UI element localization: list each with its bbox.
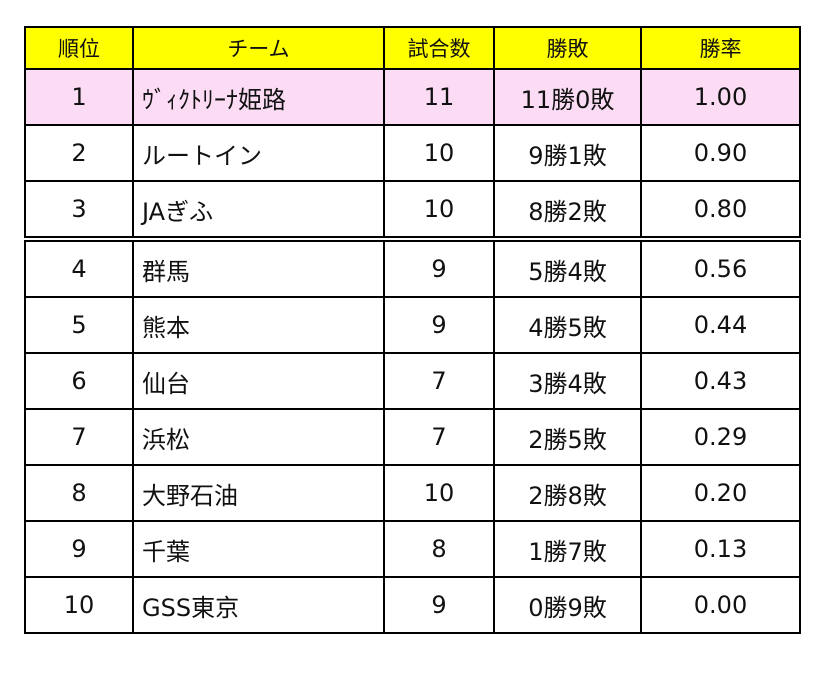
games-cell: 9 [383,296,495,354]
games-cell: 11 [383,68,495,126]
rank-cell: 4 [24,236,134,298]
rank-cell: 7 [24,408,134,466]
team-cell: 熊本 [132,296,385,354]
games-cell: 8 [383,520,495,578]
win-pct-cell: 0.43 [640,352,801,410]
team-cell: ｳﾞｨｸﾄﾘｰﾅ姫路 [132,68,385,126]
win-loss-cell: 2勝5敗 [493,408,642,466]
games-cell: 7 [383,408,495,466]
rank-cell: 10 [24,576,134,634]
games-cell: 10 [383,180,495,240]
win-loss-cell: 9勝1敗 [493,124,642,182]
games-header: 試合数 [383,26,495,70]
team-cell: 群馬 [132,236,385,298]
win-loss-cell: 3勝4敗 [493,352,642,410]
table-row: 1 ｳﾞｨｸﾄﾘｰﾅ姫路 11 11勝0敗 1.00 [24,68,801,126]
table-row: 3 JAぎふ 10 8勝2敗 0.80 [24,180,801,240]
win-loss-cell: 11勝0敗 [493,68,642,126]
rank-cell: 6 [24,352,134,410]
table-row: 4 群馬 9 5勝4敗 0.56 [24,236,801,298]
win-loss-cell: 4勝5敗 [493,296,642,354]
win-pct-cell: 0.56 [640,236,801,298]
table-row: 2 ルートイン 10 9勝1敗 0.90 [24,124,801,182]
team-cell: 千葉 [132,520,385,578]
team-cell: 大野石油 [132,464,385,522]
table-row: 8 大野石油 10 2勝8敗 0.20 [24,464,801,522]
win-loss-header: 勝敗 [493,26,642,70]
team-cell: GSS東京 [132,576,385,634]
rank-cell: 1 [24,68,134,126]
team-cell: JAぎふ [132,180,385,240]
win-pct-cell: 0.44 [640,296,801,354]
team-cell: 仙台 [132,352,385,410]
win-pct-cell: 0.00 [640,576,801,634]
table-row: 7 浜松 7 2勝5敗 0.29 [24,408,801,466]
win-pct-cell: 0.13 [640,520,801,578]
rank-cell: 2 [24,124,134,182]
win-pct-cell: 0.80 [640,180,801,240]
standings-table: 順位 チーム 試合数 勝敗 勝率 1 ｳﾞｨｸﾄﾘｰﾅ姫路 11 11勝0敗 1… [24,26,801,634]
rank-cell: 3 [24,180,134,240]
win-pct-cell: 0.90 [640,124,801,182]
win-loss-cell: 2勝8敗 [493,464,642,522]
win-loss-cell: 1勝7敗 [493,520,642,578]
rank-cell: 8 [24,464,134,522]
win-pct-header: 勝率 [640,26,801,70]
table-row: 5 熊本 9 4勝5敗 0.44 [24,296,801,354]
rank-cell: 5 [24,296,134,354]
games-cell: 10 [383,464,495,522]
header-row: 順位 チーム 試合数 勝敗 勝率 [24,26,801,70]
win-pct-cell: 1.00 [640,68,801,126]
win-loss-cell: 0勝9敗 [493,576,642,634]
win-loss-cell: 5勝4敗 [493,236,642,298]
rank-cell: 9 [24,520,134,578]
team-cell: ルートイン [132,124,385,182]
games-cell: 9 [383,236,495,298]
team-header: チーム [132,26,385,70]
table-row: 10 GSS東京 9 0勝9敗 0.00 [24,576,801,634]
games-cell: 10 [383,124,495,182]
rank-header: 順位 [24,26,134,70]
win-pct-cell: 0.20 [640,464,801,522]
games-cell: 7 [383,352,495,410]
team-cell: 浜松 [132,408,385,466]
games-cell: 9 [383,576,495,634]
table-row: 9 千葉 8 1勝7敗 0.13 [24,520,801,578]
win-pct-cell: 0.29 [640,408,801,466]
table-row: 6 仙台 7 3勝4敗 0.43 [24,352,801,410]
win-loss-cell: 8勝2敗 [493,180,642,240]
